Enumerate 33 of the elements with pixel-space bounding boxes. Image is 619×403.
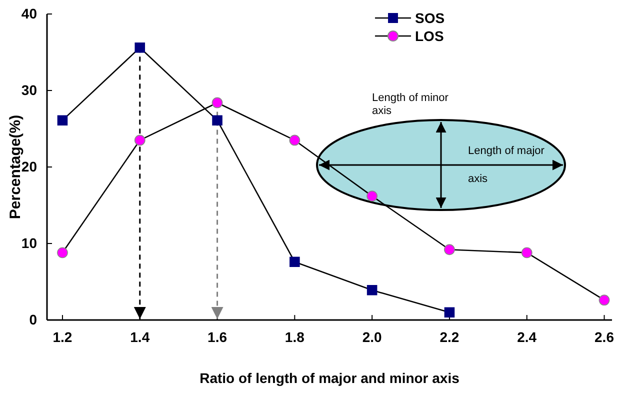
- x-tick-label: 2.4: [517, 328, 537, 345]
- point: [444, 244, 455, 256]
- x-tick-label: 1.6: [208, 328, 228, 345]
- point: [366, 190, 378, 202]
- point: [444, 307, 455, 318]
- point: [134, 134, 146, 146]
- y-axis-title: Percentage(%): [7, 114, 24, 220]
- point: [290, 256, 300, 268]
- y-tick-label: 10: [21, 234, 38, 251]
- x-tick-label: 2.0: [362, 328, 382, 345]
- x-tick-label: 2.6: [594, 328, 614, 345]
- point: [212, 97, 223, 108]
- point: [598, 294, 610, 306]
- legend-label: SOS: [415, 10, 445, 26]
- x-axis-title: Ratio of length of major and minor axis: [200, 370, 460, 386]
- point: [521, 247, 532, 258]
- y-tick-label: 20: [21, 158, 38, 174]
- x-tick-label: 2.2: [440, 328, 460, 345]
- legend-label: LOS: [415, 28, 444, 44]
- y-tick-label: 40: [21, 5, 38, 22]
- point: [212, 115, 222, 126]
- y-tick-label: 30: [21, 82, 38, 98]
- y-tick-label: 0: [29, 311, 38, 328]
- x-tick-label: 1.4: [130, 328, 150, 345]
- x-tick-label: 1.2: [52, 328, 72, 345]
- point: [57, 115, 68, 126]
- point: [366, 285, 378, 296]
- x-tick-label: 1.8: [284, 328, 305, 345]
- annotation: Length of minor axis: [372, 92, 449, 117]
- point: [57, 247, 68, 258]
- point: [134, 42, 146, 53]
- point: [289, 134, 300, 146]
- text: Length of major axis: [468, 145, 544, 185]
